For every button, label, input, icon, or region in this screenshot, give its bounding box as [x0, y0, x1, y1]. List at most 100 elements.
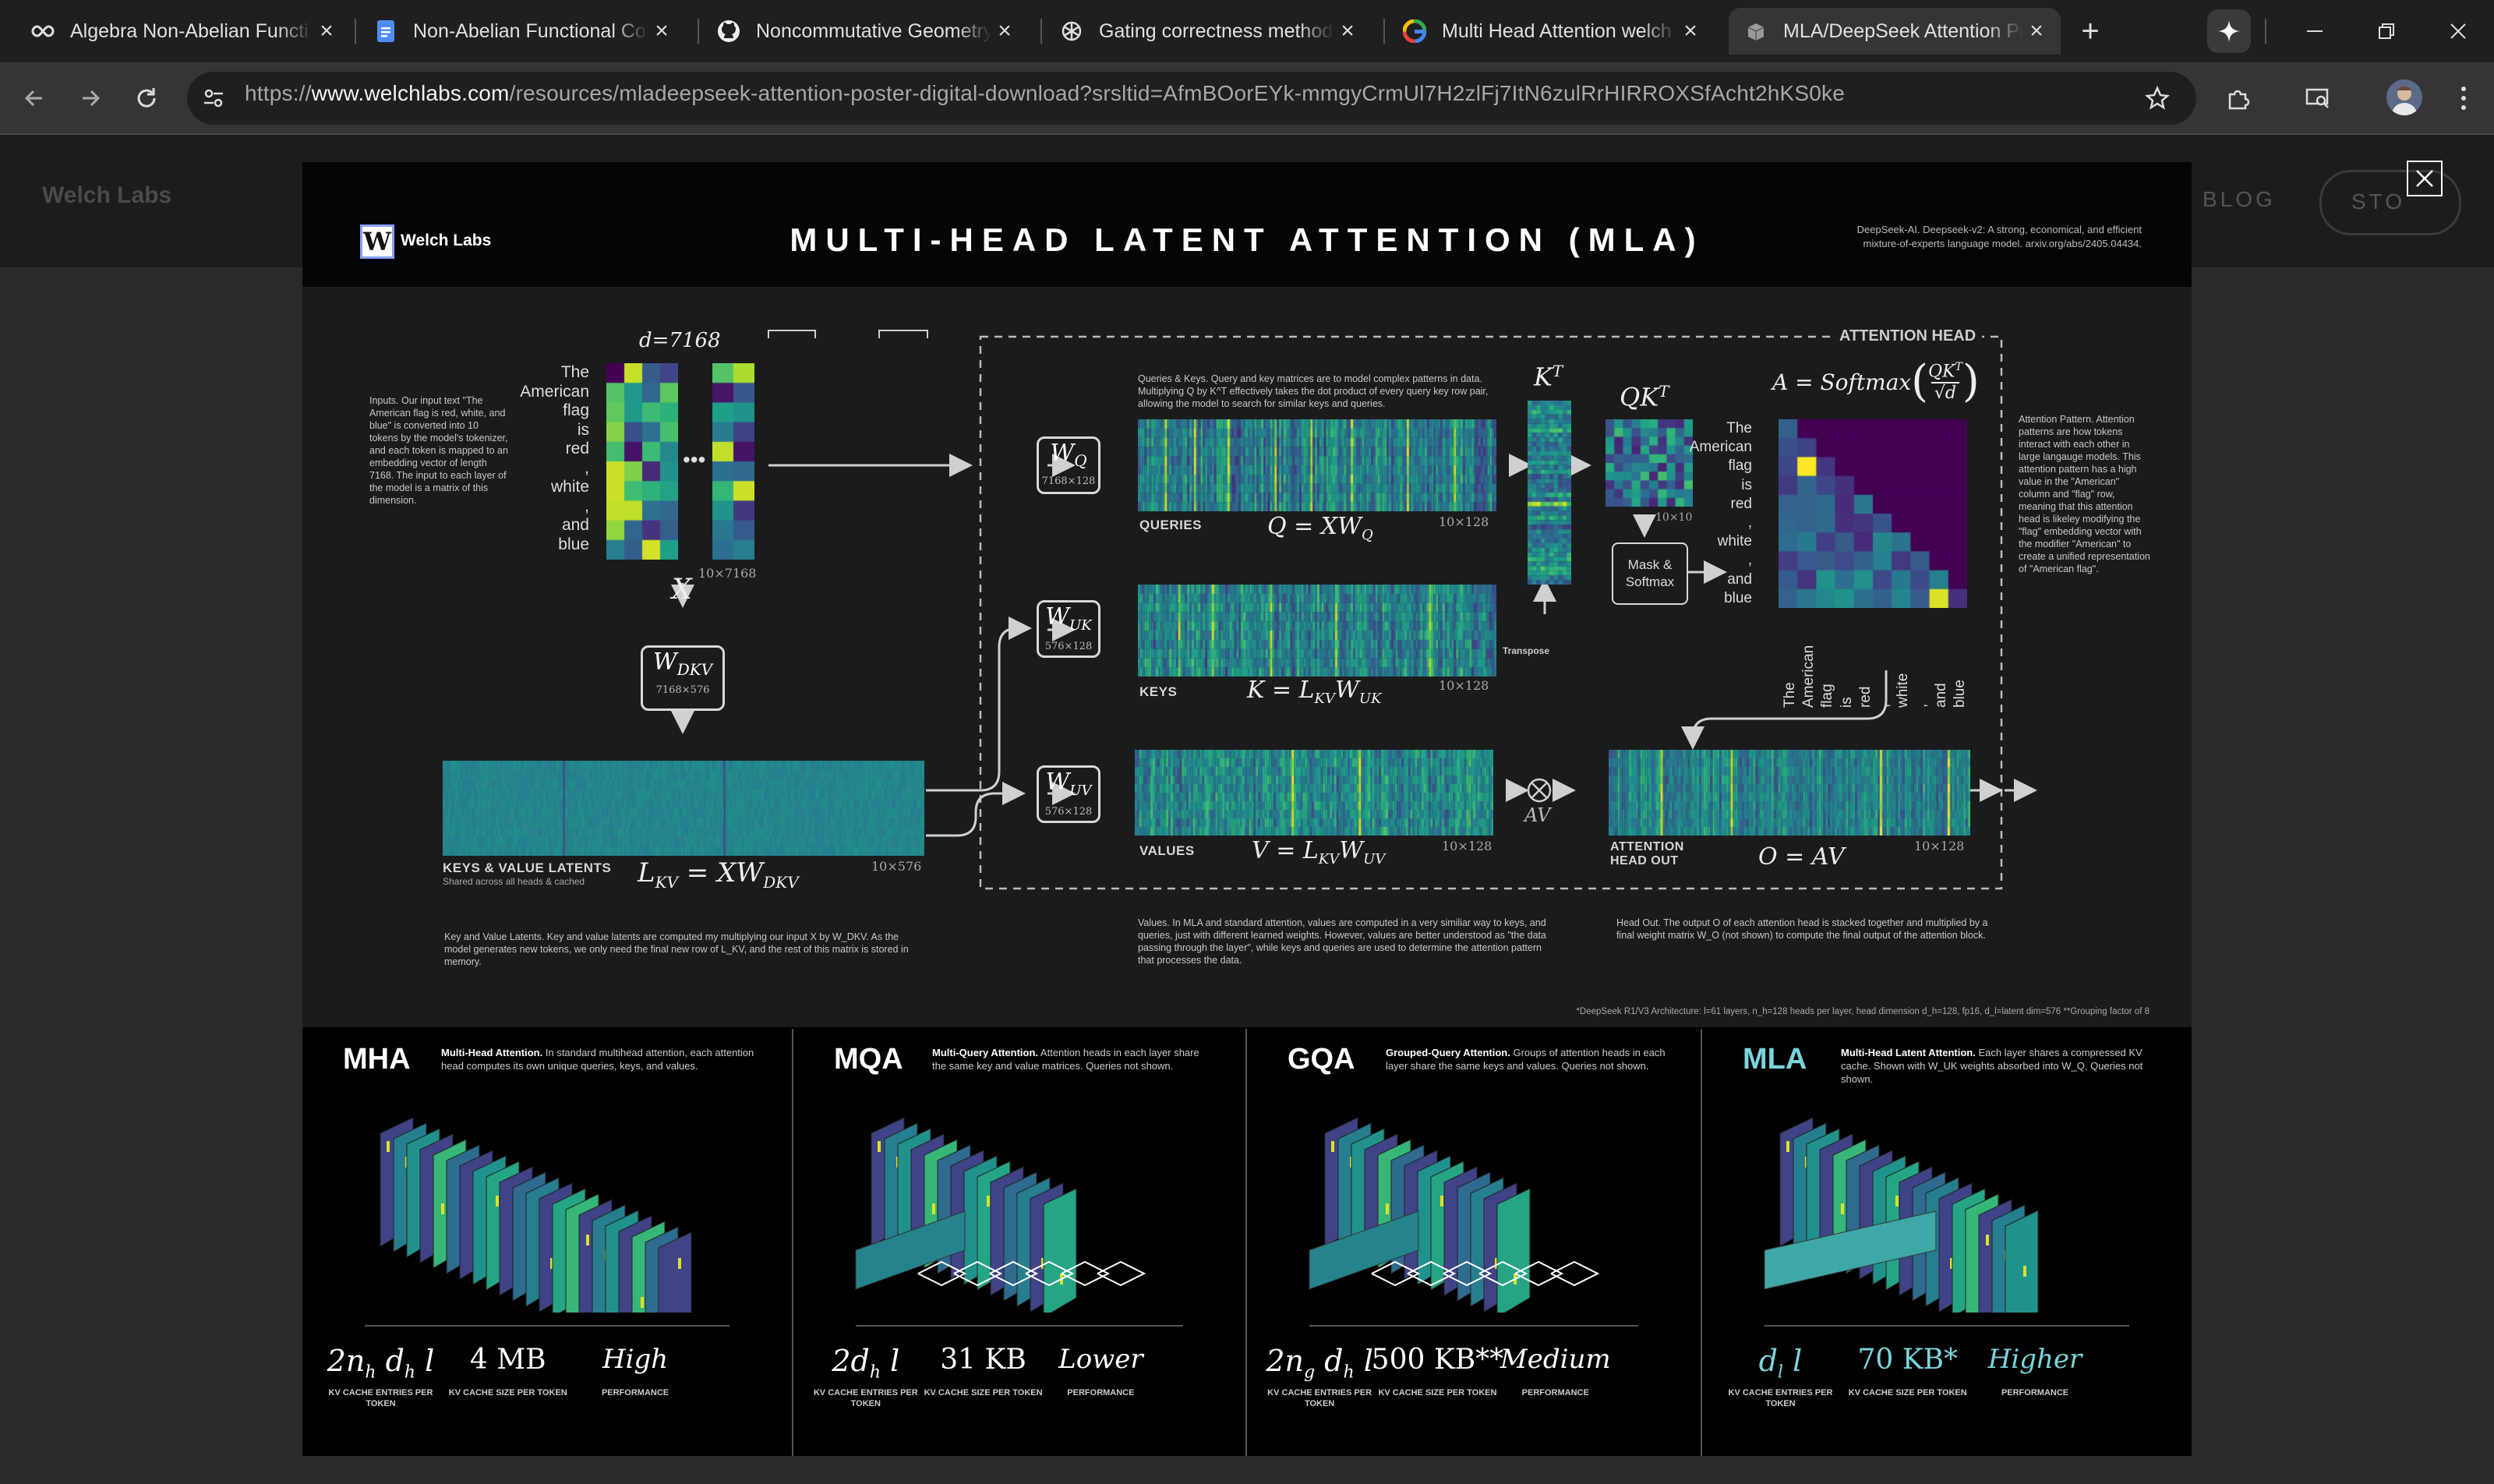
close-tab-icon[interactable]: ×: [1341, 18, 1355, 44]
tab-mla-poster[interactable]: MLA/DeepSeek Attention Po ×: [1729, 8, 2061, 55]
weight-subscript: UK: [1069, 617, 1092, 634]
architecture-footnote: *DeepSeek R1/V3 Architecture: l=61 layer…: [1576, 1007, 2150, 1016]
close-tab-icon[interactable]: ×: [2029, 18, 2044, 44]
keys-transposed-matrix: [1528, 401, 1571, 585]
performance-value: Higher: [1987, 1344, 2082, 1375]
qkt-dim: 10×10: [1655, 511, 1693, 524]
close-tab-icon[interactable]: ×: [320, 18, 334, 44]
tab-label: Multi Head Attention welch: [1442, 19, 1672, 42]
queries-equation: Q = XWQ: [1267, 513, 1373, 543]
keys-dim: 10×128: [1439, 678, 1489, 693]
tab-separator: [355, 19, 356, 44]
poster-image: W Welch Labs MULTI-HEAD LATENT ATTENTION…: [302, 162, 2192, 1456]
url-host: www.welchlabs.com: [311, 81, 510, 105]
mask-softmax-box: Mask & Softmax: [1612, 542, 1688, 605]
head-out-dim: 10×128: [1914, 839, 1965, 853]
address-bar[interactable]: [187, 72, 2196, 125]
kv-cache-illustration: [1764, 1117, 2039, 1313]
kv-plane-highlight: [1950, 1258, 1953, 1269]
values-matrix: [1135, 750, 1493, 836]
site-nav-blog[interactable]: BLOG: [2203, 187, 2276, 211]
tab-label: Non-Abelian Functional Cor: [413, 19, 648, 42]
forward-button[interactable]: [70, 78, 111, 118]
kv-plane-highlight: [441, 1203, 444, 1214]
back-button[interactable]: [14, 78, 55, 118]
transpose-label: Transpose: [1503, 645, 1550, 656]
poster-header: [302, 162, 2192, 288]
row-token-4: red: [1730, 495, 1752, 512]
tab-nonabelian[interactable]: Non-Abelian Functional Cor ×: [359, 8, 686, 55]
col-token-0: The: [1782, 682, 1798, 708]
panel-description: Multi-Query Attention. Attention heads i…: [932, 1046, 1213, 1072]
d-label: d=7168: [639, 329, 721, 352]
kv-entries-value: 2ng dh l: [1266, 1344, 1373, 1383]
extensions-icon[interactable]: [2220, 80, 2257, 117]
close-tab-icon[interactable]: ×: [1683, 18, 1697, 44]
kv-entries-caption: KV CACHE ENTRIES PER TOKEN: [328, 1388, 433, 1408]
tab-strip: [0, 0, 2494, 62]
latents-label: KEYS & VALUE LATENTS: [443, 860, 612, 875]
cast-search-icon[interactable]: [2299, 80, 2337, 117]
site-logo[interactable]: Welch Labs: [42, 182, 172, 208]
new-tab-button[interactable]: +: [2081, 13, 2100, 48]
panel-variant-name: Grouped-Query Attention.: [1386, 1047, 1510, 1058]
input-token-1: American: [520, 382, 589, 401]
restore-button[interactable]: [2368, 12, 2405, 50]
group-bracket: [1407, 1260, 1457, 1287]
performance-caption: PERFORMANCE: [1067, 1388, 1135, 1397]
close-icon: [2416, 170, 2433, 187]
welch-labs-logo: W: [360, 224, 394, 259]
reload-icon: [137, 88, 156, 108]
tab-noncommutative[interactable]: Noncommutative Geometry ×: [701, 8, 1029, 55]
latents-sublabel: Shared across all heads & cached: [443, 876, 585, 887]
row-token-9: blue: [1724, 589, 1752, 606]
latents-note: Key and Value Latents. Key and value lat…: [444, 931, 909, 967]
tab-gating[interactable]: Gating correctness methodo ×: [1044, 8, 1372, 55]
input-token-5: ,: [585, 458, 589, 477]
kv-cache-illustration: [380, 1117, 692, 1313]
kv-plane-highlight: [1895, 1196, 1899, 1207]
values-note: Values. In MLA and standard attention, v…: [1138, 917, 1546, 966]
head-out-note: Head Out. The output O of each attention…: [1616, 917, 1988, 941]
input-token-3: is: [577, 420, 589, 439]
weight-symbol: W: [1045, 603, 1070, 631]
minimize-button[interactable]: [2296, 12, 2333, 50]
input-token-8: and: [561, 516, 589, 534]
input-token-2: flag: [563, 401, 589, 419]
site-nav-store[interactable]: STO: [2319, 170, 2461, 235]
tab-multihead[interactable]: Multi Head Attention welch ×: [1387, 8, 1715, 55]
tab-label: MLA/DeepSeek Attention Po: [1783, 19, 2023, 42]
openai-icon: [1060, 19, 1083, 43]
gemini-button[interactable]: [2207, 9, 2251, 53]
panel-title: MQA: [834, 1043, 903, 1076]
kv-plane-highlight: [641, 1297, 644, 1308]
close-window-button[interactable]: [2439, 12, 2477, 50]
tab-algebra[interactable]: Algebra Non-Abelian Functi ×: [16, 8, 351, 55]
kv-plane-highlight: [878, 1141, 881, 1152]
latents-dim: 10×576: [871, 859, 922, 874]
kv-plane-highlight: [1986, 1235, 1989, 1246]
panel-title: GQA: [1288, 1043, 1355, 1076]
kv-entries-value: dl l: [1758, 1344, 1803, 1383]
qkt-label: QKT: [1620, 382, 1669, 412]
kv-plane-highlight: [1786, 1141, 1789, 1152]
lightbox-close-button[interactable]: [2407, 161, 2443, 196]
weight-dim: 7168×576: [655, 684, 710, 696]
kv-entries-value: 2dh l: [832, 1344, 900, 1383]
values-equation: V = LKVWUV: [1252, 837, 1386, 867]
close-tab-icon[interactable]: ×: [655, 18, 669, 44]
tab-label: Algebra Non-Abelian Functi: [70, 19, 309, 42]
kv-plane-highlight: [496, 1196, 499, 1207]
x-matrix-right: [712, 363, 754, 560]
url-text[interactable]: https://www.welchlabs.com/resources/mlad…: [245, 81, 1845, 106]
kv-size-value: 31 KB: [940, 1344, 1026, 1376]
profile-avatar[interactable]: [2386, 80, 2422, 115]
performance-value: High: [602, 1344, 669, 1375]
panel-variant-name: Multi-Head Latent Attention.: [1841, 1047, 1976, 1058]
close-tab-icon[interactable]: ×: [998, 18, 1012, 44]
menu-icon[interactable]: [2452, 81, 2475, 115]
reload-button[interactable]: [126, 78, 167, 118]
bookmark-star-icon[interactable]: [2140, 81, 2174, 115]
row-token-6: white: [1717, 533, 1752, 550]
site-info-icon[interactable]: [196, 81, 231, 115]
